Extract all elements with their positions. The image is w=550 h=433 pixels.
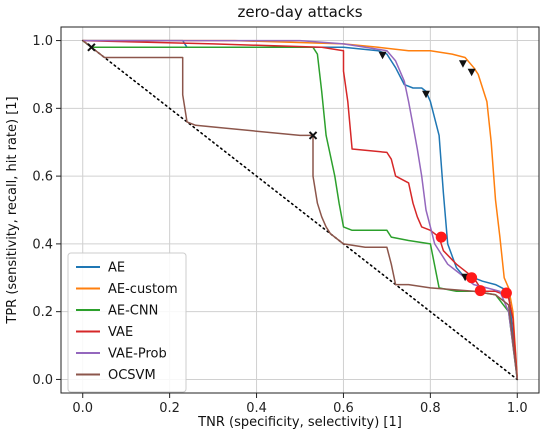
series-line-ae (82, 39, 519, 380)
y-tick-label: 0.6 (32, 170, 53, 185)
x-tick-label: 0.8 (420, 401, 441, 416)
diagonal-reference (81, 39, 519, 381)
y-tick-label: 0.4 (32, 237, 53, 252)
plot-frame (60, 26, 540, 394)
x-tick-label: 0.2 (159, 401, 180, 416)
markers-layer (87, 43, 512, 299)
y-tick-label: 1.0 (32, 34, 53, 49)
x-axis-ticks: 0.0 0.2 0.4 0.6 0.8 1.0 (72, 393, 528, 416)
x-tick-label: 0.0 (72, 401, 93, 416)
legend: AE AE-custom AE-CNN VAE VAE-Prob OCSVM (67, 252, 187, 393)
marker-ocsvm (308, 131, 318, 140)
marker-ae (422, 90, 431, 99)
legend-label-ocsvm: OCSVM (108, 368, 156, 383)
y-axis-label: TPR (sensitivity, recall, hit rate) [1] (5, 96, 20, 324)
marker-vae (500, 287, 512, 299)
marker-vae (474, 285, 486, 297)
marker-vae (435, 231, 447, 243)
chart-title: zero-day attacks (237, 3, 362, 21)
legend-label-ae: AE (108, 261, 125, 276)
y-tick-label: 0.0 (32, 373, 53, 388)
legend-label-ae-cnn: AE-CNN (108, 304, 158, 319)
legend-label-vae-prob: VAE-Prob (108, 347, 167, 362)
series-line-ae-cnn (82, 39, 519, 380)
diagonal-line (81, 39, 519, 381)
series-line-ocsvm (82, 39, 519, 380)
series-line-vae (82, 39, 519, 380)
x-tick-label: 0.4 (246, 401, 267, 416)
marker-ae-custom (458, 60, 467, 68)
y-tick-label: 0.2 (32, 305, 53, 320)
y-tick-label: 0.8 (32, 102, 53, 117)
marker-ae-custom (467, 68, 476, 77)
marker-ae (378, 51, 387, 60)
legend-label-ae-custom: AE-custom (108, 282, 178, 297)
x-tick-label: 1.0 (507, 401, 528, 416)
legend-label-vae: VAE (108, 325, 133, 340)
series-line-ae-custom (82, 39, 519, 380)
y-axis-ticks: 0.0 0.2 0.4 0.6 0.8 1.0 (32, 34, 61, 388)
marker-vae (466, 272, 478, 284)
series-layer (82, 39, 519, 380)
x-axis-label: TNR (specificity, selectivity) [1] (197, 415, 402, 430)
x-tick-label: 0.6 (333, 401, 354, 416)
marker-ocsvm (87, 43, 96, 52)
